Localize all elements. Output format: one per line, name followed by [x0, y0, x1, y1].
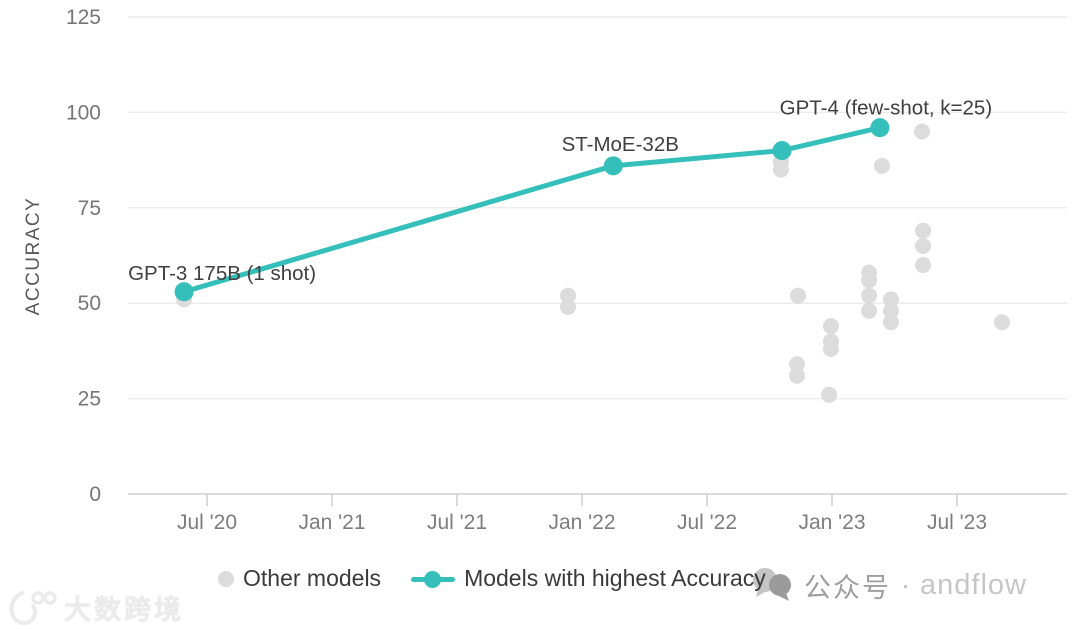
legend-item-highest-accuracy[interactable]: Models with highest Accuracy	[411, 565, 766, 592]
chart-legend: Other models Models with highest Accurac…	[218, 565, 766, 592]
y-tick-label: 100	[66, 101, 101, 124]
scatter-point[interactable]	[560, 299, 577, 316]
x-tick-label: Jul '22	[677, 511, 737, 534]
scatter-point[interactable]	[861, 272, 878, 289]
watermark-cn-text: 公众号	[804, 572, 891, 603]
scatter-point[interactable]	[788, 356, 805, 373]
scatter-point[interactable]	[790, 287, 807, 304]
chat-bubbles-icon	[753, 568, 791, 601]
y-tick-label: 0	[89, 483, 101, 506]
line-point[interactable]	[174, 282, 194, 302]
watermark-left: 大数跨境	[8, 588, 184, 627]
watermark-separator: ·	[901, 569, 910, 600]
x-tick-label: Jul '21	[427, 511, 487, 534]
legend-item-other-models[interactable]: Other models	[218, 565, 381, 592]
y-axis-title: ACCURACY	[23, 197, 44, 316]
other-models-marker-icon	[218, 570, 234, 587]
scatter-point[interactable]	[822, 318, 839, 335]
scatter-point[interactable]	[993, 314, 1010, 331]
y-tick-label: 125	[66, 6, 101, 29]
y-tick-label: 75	[78, 197, 101, 220]
accuracy-chart: 0 25 50 75 100 125 Jul '20 Jan '21 Jul '21 Jan '2…	[23, 6, 1067, 534]
x-tick-label: Jul '23	[927, 511, 987, 534]
watermark-en-text: andflow	[920, 568, 1027, 601]
y-tick-label: 50	[78, 292, 101, 315]
line-point[interactable]	[772, 141, 792, 161]
legend-label-highest-accuracy: Models with highest Accuracy	[464, 565, 766, 591]
legend-label-other-models: Other models	[243, 565, 382, 591]
scatter-point[interactable]	[882, 314, 899, 331]
watermark-left-text: 大数跨境	[64, 595, 184, 625]
scatter-point[interactable]	[882, 302, 899, 319]
highest-accuracy-line	[181, 125, 883, 295]
line-point[interactable]	[603, 156, 623, 176]
x-tick-label: Jan '21	[298, 511, 365, 534]
scatter-point[interactable]	[915, 222, 932, 239]
swirl-logo-icon	[9, 590, 57, 625]
point-annotation: GPT-3 175B (1 shot)	[128, 262, 316, 285]
scatter-point[interactable]	[915, 257, 932, 274]
scatter-point[interactable]	[913, 123, 930, 140]
point-annotation: ST-MoE-32B	[562, 133, 679, 156]
scatter-point[interactable]	[560, 287, 577, 304]
x-tick-label: Jul '20	[177, 511, 237, 534]
point-annotation: GPT-4 (few-shot, k=25)	[780, 97, 992, 120]
scatter-point[interactable]	[788, 367, 805, 384]
highest-accuracy-marker-icon	[411, 570, 456, 588]
scatter-point[interactable]	[822, 340, 839, 357]
scatter-point[interactable]	[873, 157, 890, 174]
x-tick-label: Jan '23	[798, 511, 865, 534]
scatter-point[interactable]	[861, 287, 878, 304]
scatter-point[interactable]	[772, 161, 789, 178]
scatter-point[interactable]	[915, 237, 932, 254]
y-tick-label: 25	[78, 388, 101, 411]
scatter-point[interactable]	[821, 386, 838, 403]
watermark-right: 公众号 · andflow	[750, 565, 1027, 605]
x-tick-label: Jan '22	[548, 511, 615, 534]
scatter-point[interactable]	[861, 302, 878, 319]
scatter-point[interactable]	[882, 291, 899, 308]
line-point[interactable]	[870, 118, 890, 138]
